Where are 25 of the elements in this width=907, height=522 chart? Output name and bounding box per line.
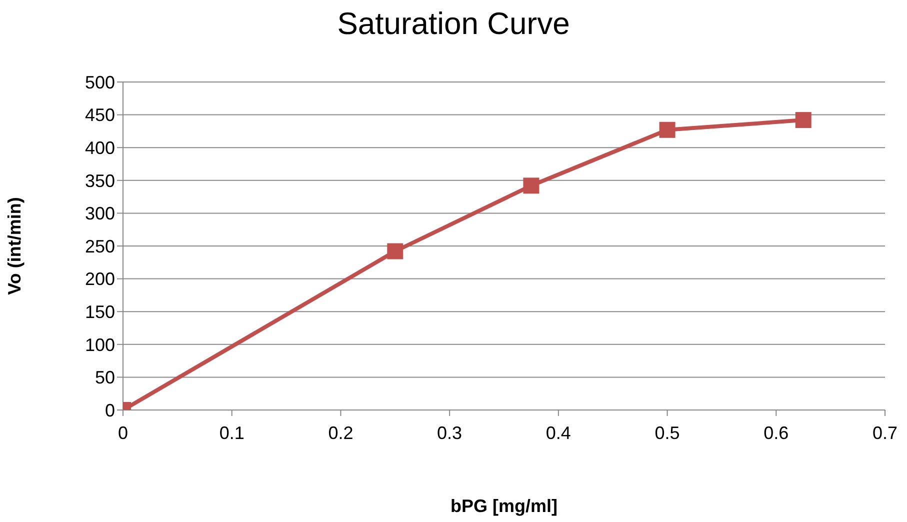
x-tick-label: 0.6 — [764, 422, 789, 443]
x-tick-label: 0.1 — [219, 422, 244, 443]
x-tick-label: 0.2 — [328, 422, 354, 443]
x-axis-title: bPG [mg/ml] — [450, 496, 558, 516]
x-tick-label: 0.3 — [437, 422, 462, 443]
x-tick-label: 0.7 — [872, 422, 898, 443]
chart-title: Saturation Curve — [336, 6, 571, 42]
x-tick-label: 0.4 — [546, 422, 571, 443]
point — [659, 122, 676, 138]
point — [795, 112, 812, 128]
y-tick-label: 50 — [94, 368, 115, 388]
y-tick-label: 450 — [84, 105, 115, 126]
y-tick-label: 500 — [84, 72, 115, 92]
y-tick-label: 300 — [84, 204, 115, 224]
y-tick-label: 250 — [84, 236, 115, 256]
point — [523, 178, 540, 194]
x-tick-label: 0 — [118, 422, 128, 443]
y-tick-label: 350 — [84, 170, 115, 191]
y-axis-title: Vo (int/min) — [4, 197, 24, 295]
y-tick-label: 150 — [84, 302, 115, 322]
y-tick-label: 400 — [84, 138, 115, 158]
x-tick-label: 0.5 — [654, 422, 680, 443]
y-tick-label: 0 — [104, 400, 115, 420]
y-tick-label: 200 — [84, 269, 115, 290]
y-tick-label: 100 — [84, 334, 115, 355]
